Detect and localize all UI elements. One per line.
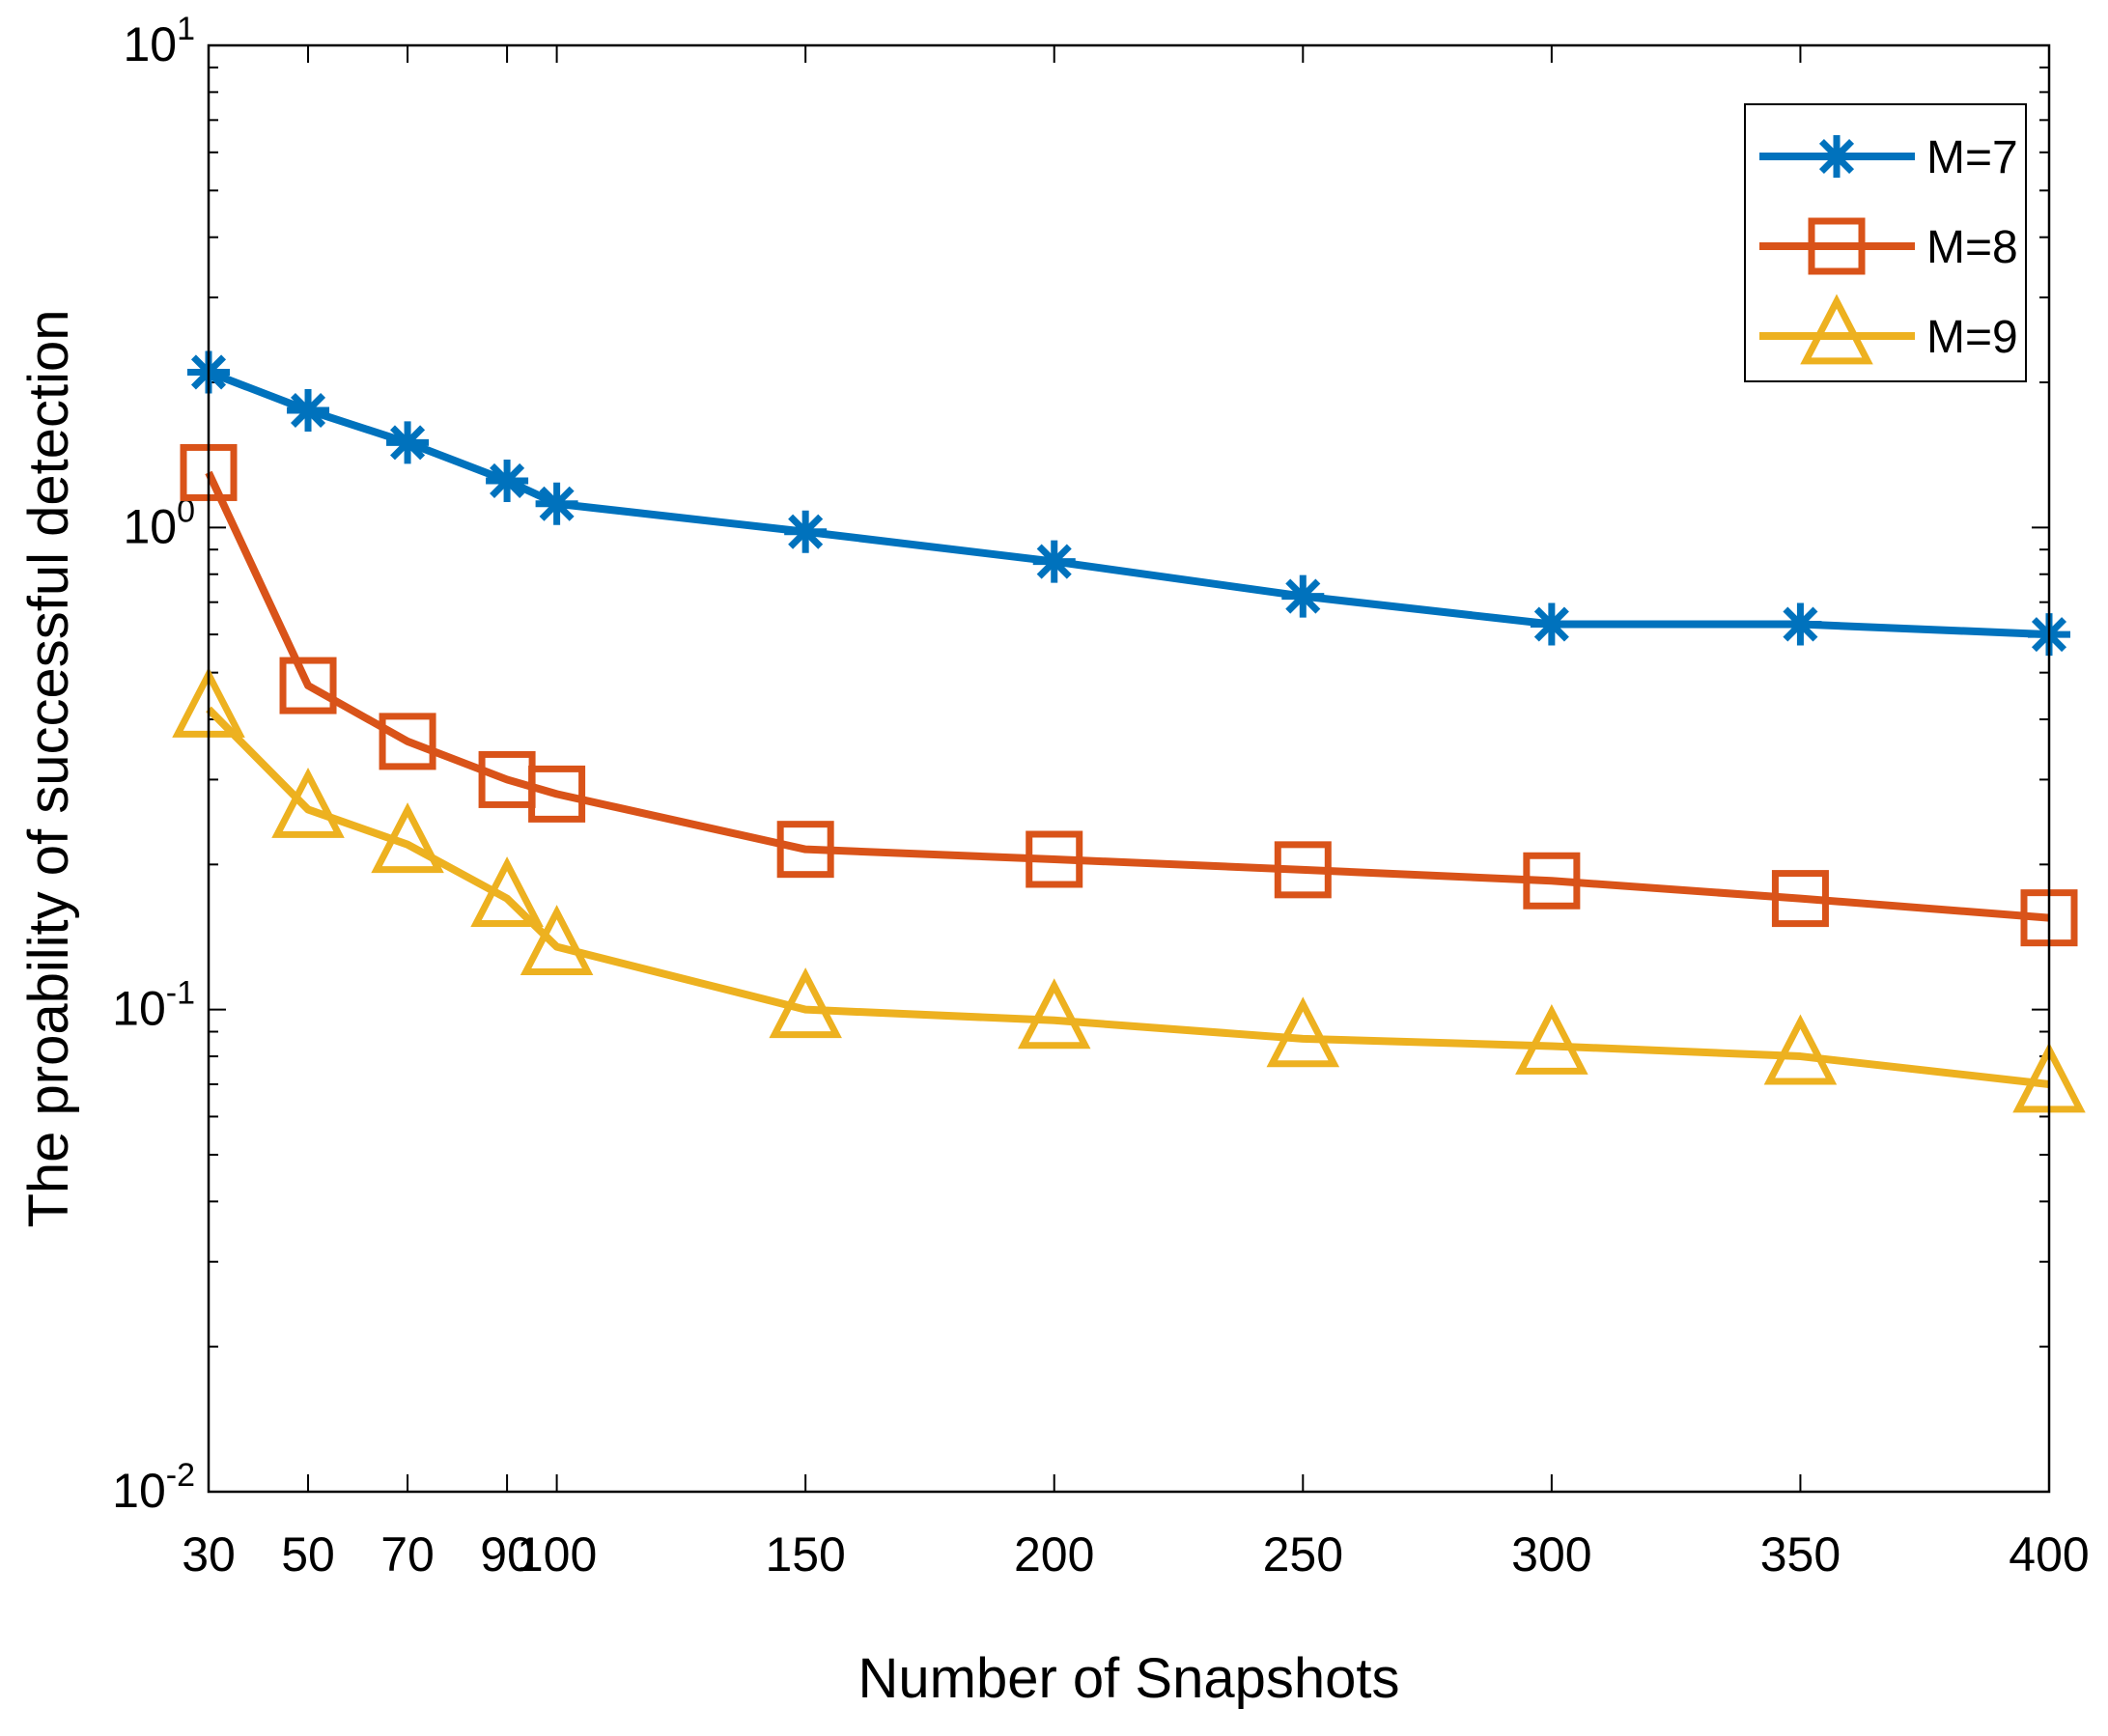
- x-tick-label: 350: [1760, 1527, 1841, 1582]
- data-point: [776, 821, 834, 879]
- data-point: [470, 856, 544, 927]
- legend-entry: M=8: [1759, 217, 2018, 275]
- data-point: [1815, 135, 1858, 178]
- legend-entry: M=7: [1759, 132, 2018, 183]
- data-point: [1515, 1003, 1588, 1075]
- y-axis-label: The proability of successful detection: [17, 309, 80, 1227]
- x-tick-label: 50: [281, 1527, 335, 1582]
- data-point: [287, 388, 330, 432]
- data-point: [1017, 978, 1091, 1050]
- y-tick-labels: 10-2 10-1 100 101: [112, 11, 195, 1518]
- y-tick-label: 100: [123, 492, 195, 553]
- x-tick-label: 400: [2009, 1527, 2089, 1582]
- legend-label: M=7: [1926, 132, 2018, 183]
- x-axis-label: Number of Snapshots: [858, 1647, 1400, 1710]
- x-tick-label: 200: [1014, 1527, 1094, 1582]
- data-point: [528, 765, 586, 823]
- data-point: [279, 657, 337, 714]
- data-point: [1281, 574, 1325, 618]
- data-point: [1771, 870, 1829, 928]
- data-point: [784, 510, 828, 553]
- data-point: [1274, 841, 1332, 899]
- data-point: [386, 421, 430, 464]
- series-line: [205, 470, 2050, 922]
- data-point: [1026, 830, 1083, 888]
- data-point: [520, 905, 594, 975]
- y-tick-label: 10-2: [112, 1457, 195, 1518]
- data-point: [271, 767, 345, 838]
- x-tick-label: 70: [380, 1527, 435, 1582]
- legend-label: M=9: [1926, 312, 2018, 363]
- x-tick-label: 300: [1511, 1527, 1591, 1582]
- data-point: [1032, 540, 1076, 583]
- plot-frame: [207, 43, 2051, 1494]
- data-point: [1523, 852, 1581, 910]
- series-layer: [172, 350, 2086, 1113]
- data-point: [1266, 996, 1340, 1068]
- x-tick-label: 90: [480, 1527, 534, 1582]
- series-M=9: [172, 666, 2086, 1113]
- data-point: [1779, 602, 1822, 646]
- y-tick-label: 10-1: [112, 975, 195, 1036]
- x-tick-label: 30: [182, 1527, 236, 1582]
- data-point: [371, 802, 444, 874]
- legend-entry: M=9: [1759, 294, 2018, 365]
- x-tick-label: 250: [1263, 1527, 1343, 1582]
- data-point: [1800, 294, 1873, 365]
- legend: M=7 M=8 M=9: [1744, 103, 2027, 382]
- legend-label: M=8: [1926, 222, 2018, 273]
- data-point: [1530, 602, 1573, 646]
- x-tick-label: 150: [765, 1527, 845, 1582]
- plot-area: [209, 45, 2049, 1492]
- data-point: [769, 967, 842, 1039]
- series-line: [206, 706, 2050, 1088]
- data-point: [379, 713, 436, 770]
- x-tick-label: 100: [517, 1527, 597, 1582]
- data-point: [1763, 1014, 1838, 1085]
- y-tick-label: 101: [123, 11, 195, 71]
- data-point: [1808, 217, 1866, 275]
- data-point: [535, 482, 578, 525]
- data-point: [486, 459, 529, 502]
